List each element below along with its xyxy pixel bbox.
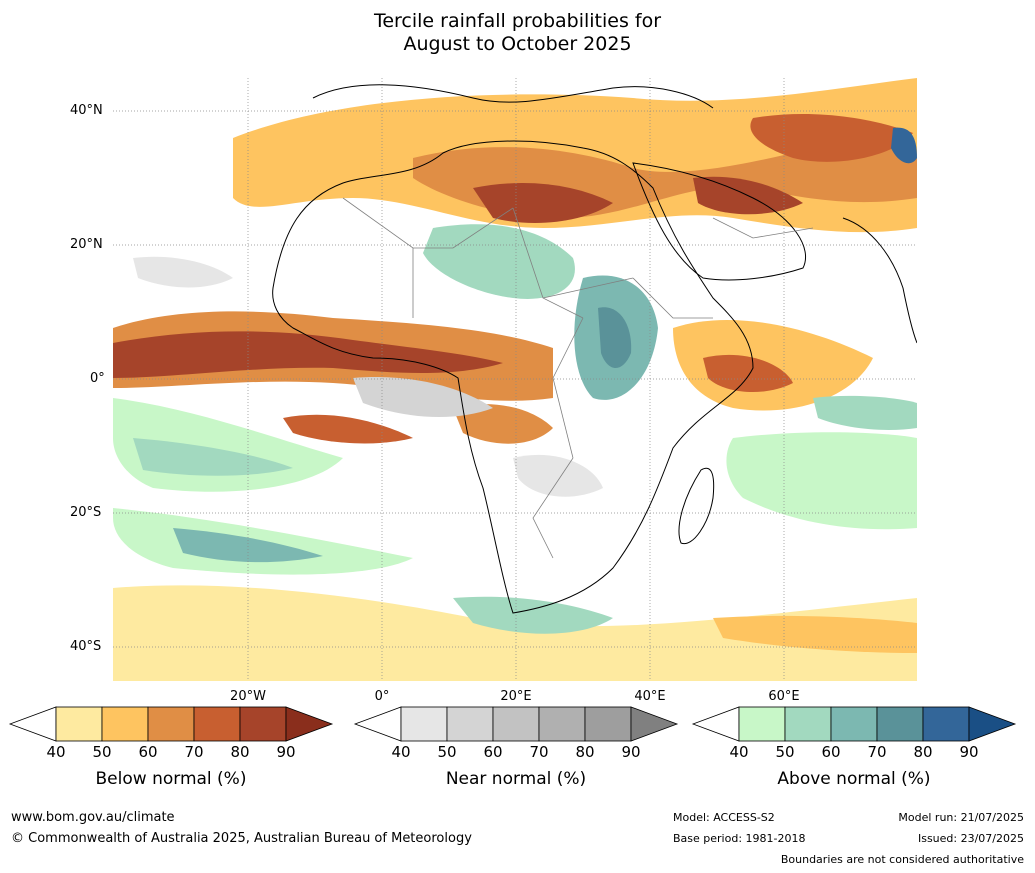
colorbar-segment bbox=[584, 706, 632, 742]
above-normal-region bbox=[726, 432, 917, 530]
lon-label-60e: 60°E bbox=[768, 689, 800, 704]
colorbar-segment bbox=[922, 706, 970, 742]
colorbar-title-near: Near normal (%) bbox=[445, 769, 587, 789]
below-normal-region bbox=[713, 615, 917, 653]
tick-label: 80 bbox=[575, 743, 595, 761]
tick-label: 90 bbox=[959, 743, 979, 761]
base-period-text: Base period: 1981-2018 bbox=[673, 832, 806, 845]
colorbar-segment bbox=[830, 706, 878, 742]
tick-label: 70 bbox=[529, 743, 549, 761]
colorbar-near-svg bbox=[353, 706, 679, 742]
colorbar-segment bbox=[147, 706, 195, 742]
above-normal-region bbox=[598, 307, 632, 368]
colorbar-extend-low bbox=[691, 706, 740, 742]
colorbar-below-normal bbox=[8, 706, 334, 742]
coastlines bbox=[272, 84, 917, 614]
colorbar-extend-low bbox=[8, 706, 57, 742]
probability-map bbox=[113, 78, 917, 681]
model-text: Model: ACCESS-S2 bbox=[673, 811, 775, 824]
tick-label: 80 bbox=[913, 743, 933, 761]
colorbar-above-normal bbox=[691, 706, 1017, 742]
tick-label: 80 bbox=[230, 743, 250, 761]
country-borders bbox=[342, 197, 814, 559]
tick-label: 90 bbox=[621, 743, 641, 761]
colorbar-extend-high bbox=[630, 706, 679, 742]
colorbar-near-normal bbox=[353, 706, 679, 742]
tick-label: 40 bbox=[729, 743, 749, 761]
colorbar-segment bbox=[400, 706, 448, 742]
title-line-2: August to October 2025 bbox=[403, 33, 632, 55]
below-normal-region bbox=[473, 183, 613, 223]
colorbar-segment bbox=[738, 706, 786, 742]
tick-label: 40 bbox=[391, 743, 411, 761]
lat-label-40n: 40°N bbox=[70, 103, 103, 118]
colorbar-segment bbox=[876, 706, 924, 742]
africa-coastline bbox=[272, 140, 754, 614]
colorbar-below-svg bbox=[8, 706, 334, 742]
tick-label: 70 bbox=[184, 743, 204, 761]
colorbar-segment bbox=[784, 706, 832, 742]
lat-label-40s: 40°S bbox=[70, 639, 102, 654]
madagascar-coastline bbox=[678, 467, 715, 545]
lat-label-20n: 20°N bbox=[70, 237, 103, 252]
colorbar-segment bbox=[538, 706, 586, 742]
colorbar-title-below: Below normal (%) bbox=[95, 769, 247, 789]
lon-label-0: 0° bbox=[374, 689, 390, 704]
lat-label-0: 0° bbox=[90, 371, 105, 386]
model-run-text: Model run: 21/07/2025 bbox=[898, 811, 1024, 824]
title-line-1: Tercile rainfall probabilities for bbox=[373, 10, 662, 32]
below-normal-region bbox=[750, 113, 913, 162]
tick-label: 40 bbox=[46, 743, 66, 761]
colorbar-segment bbox=[239, 706, 287, 742]
tick-label: 70 bbox=[867, 743, 887, 761]
issued-text: Issued: 23/07/2025 bbox=[917, 832, 1024, 845]
colorbar-segment bbox=[101, 706, 149, 742]
below-normal-region bbox=[113, 585, 917, 681]
above-normal-region bbox=[173, 528, 323, 563]
arabia-coastline bbox=[632, 162, 807, 281]
near-normal-region bbox=[133, 256, 233, 288]
above-normal-region bbox=[813, 395, 917, 430]
website-link[interactable]: www.bom.gov.au/climate bbox=[11, 810, 175, 825]
above-normal-region bbox=[423, 224, 575, 299]
lon-label-20e: 20°E bbox=[500, 689, 532, 704]
colorbar-title-above: Above normal (%) bbox=[777, 769, 931, 789]
below-normal-region bbox=[703, 354, 793, 393]
above-normal-region bbox=[453, 596, 613, 634]
colorbar-segment bbox=[193, 706, 241, 742]
map-svg bbox=[113, 78, 917, 681]
near-normal-region bbox=[513, 454, 603, 497]
lat-label-20s: 20°S bbox=[70, 505, 102, 520]
chart-title: Tercile rainfall probabilities for Augus… bbox=[0, 10, 1035, 56]
colorbar-above-svg bbox=[691, 706, 1017, 742]
tick-label: 90 bbox=[276, 743, 296, 761]
lon-label-20w: 20°W bbox=[230, 689, 266, 704]
tick-label: 60 bbox=[821, 743, 841, 761]
tick-label: 60 bbox=[138, 743, 158, 761]
europe-coastline bbox=[312, 84, 714, 109]
lon-label-40e: 40°E bbox=[634, 689, 666, 704]
near-normal-region bbox=[353, 377, 493, 418]
tick-label: 60 bbox=[483, 743, 503, 761]
disclaimer-text: Boundaries are not considered authoritat… bbox=[780, 853, 1024, 866]
tick-label: 50 bbox=[775, 743, 795, 761]
below-normal-region bbox=[453, 404, 553, 444]
copyright-text: © Commonwealth of Australia 2025, Austra… bbox=[11, 831, 472, 846]
below-normal-region bbox=[283, 414, 413, 444]
colorbar-segment bbox=[55, 706, 103, 742]
above-normal-region bbox=[133, 438, 293, 476]
colorbar-extend-high bbox=[968, 706, 1017, 742]
india-coastline bbox=[842, 217, 917, 344]
tick-label: 50 bbox=[437, 743, 457, 761]
colorbar-extend-high bbox=[285, 706, 334, 742]
tick-label: 50 bbox=[92, 743, 112, 761]
colorbar-segment bbox=[492, 706, 540, 742]
graticule bbox=[113, 78, 917, 681]
above-normal-region bbox=[891, 127, 917, 164]
colorbar-extend-low bbox=[353, 706, 402, 742]
below-normal-region bbox=[113, 331, 503, 378]
colorbar-segment bbox=[446, 706, 494, 742]
